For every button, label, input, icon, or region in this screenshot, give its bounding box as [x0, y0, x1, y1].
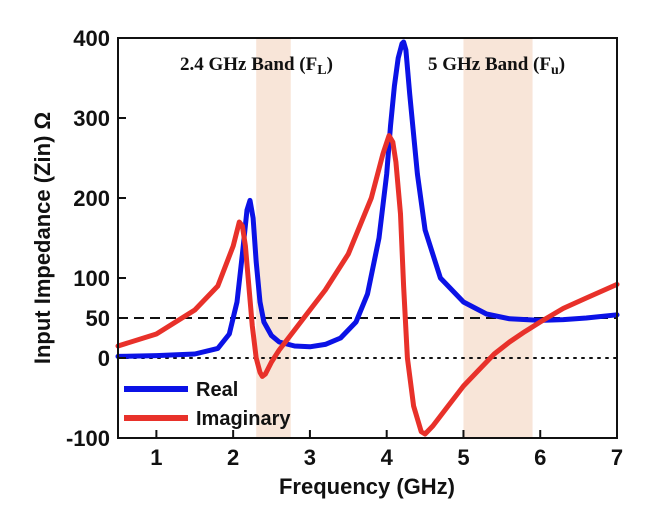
x-tick-label: 7: [611, 445, 623, 470]
y-tick-label: 300: [73, 106, 110, 131]
y-tick-label: 400: [73, 26, 110, 51]
x-tick-label: 5: [457, 445, 469, 470]
x-tick-label: 6: [534, 445, 546, 470]
x-tick-label: 4: [381, 445, 394, 470]
x-axis-label: Frequency (GHz): [279, 474, 455, 499]
x-tick-label: 1: [150, 445, 162, 470]
y-tick-label: 50: [86, 306, 110, 331]
band-label-1: 2.4 GHz Band (FL): [180, 54, 333, 78]
legend-label-imaginary: Imaginary: [196, 408, 291, 430]
series-line-imaginary: [115, 133, 620, 437]
x-tick-label: 2: [227, 445, 239, 470]
x-tick-label: 3: [304, 445, 316, 470]
legend-label-real: Real: [196, 379, 238, 401]
plot-frame: [117, 37, 618, 439]
y-tick-label: 100: [73, 266, 110, 291]
y-tick-label: -100: [66, 426, 110, 451]
y-axis-label: Input Impedance (Zin) Ω: [30, 112, 55, 364]
band-label-2: 5 GHz Band (Fu): [428, 54, 565, 78]
y-tick-label: 0: [98, 346, 110, 371]
y-tick-label: 200: [73, 186, 110, 211]
legend: Real Imaginary: [124, 379, 291, 430]
